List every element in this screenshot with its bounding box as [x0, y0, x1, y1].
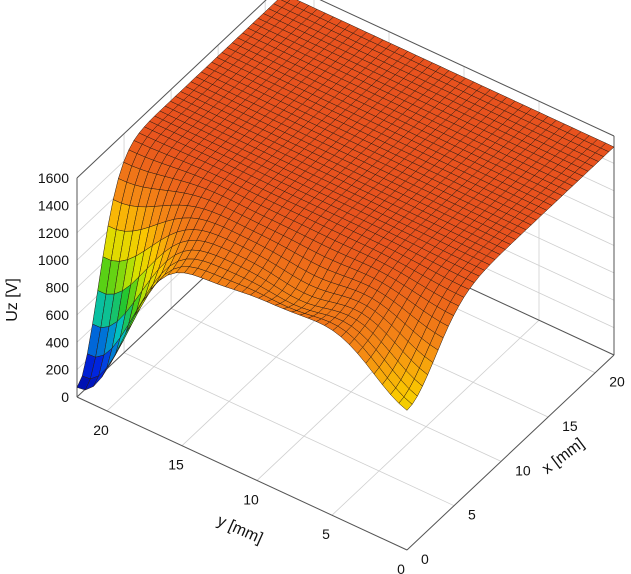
- y-axis-label: y [mm]: [214, 512, 265, 547]
- x-tick-label: 20: [609, 374, 625, 390]
- axis-edge: [406, 354, 615, 551]
- x-tick-label: 5: [468, 507, 476, 523]
- z-tick-label: 1000: [38, 252, 69, 268]
- z-axis-label: Uz [V]: [4, 278, 21, 322]
- surface-mesh: [76, 0, 615, 411]
- axis-edge: [76, 396, 408, 551]
- z-tick-label: 400: [46, 334, 70, 350]
- z-tick-label: 600: [46, 307, 70, 323]
- x-tick-label: 0: [421, 551, 429, 567]
- y-tick-label: 20: [93, 422, 109, 438]
- tick-labels: 0200400600800100012001400160005101520051…: [38, 170, 625, 574]
- z-tick-label: 0: [61, 389, 69, 405]
- z-tick-label: 1600: [38, 170, 69, 186]
- grid-line: [123, 352, 455, 507]
- y-tick-label: 5: [322, 526, 330, 542]
- axis-edge: [319, 0, 615, 137]
- x-tick-label: 15: [562, 418, 578, 434]
- y-tick-label: 15: [168, 457, 184, 473]
- axis-edge: [76, 0, 267, 179]
- z-tick-label: 800: [46, 280, 70, 296]
- z-tick-label: 1400: [38, 197, 69, 213]
- x-tick-label: 10: [515, 462, 531, 478]
- z-tick-label: 1200: [38, 225, 69, 241]
- y-tick-label: 0: [397, 561, 405, 574]
- z-tick-label: 200: [46, 362, 70, 378]
- grid-line: [331, 319, 540, 516]
- x-axis-label: x [mm]: [539, 435, 588, 477]
- surface-patch: [398, 396, 413, 411]
- y-tick-label: 10: [243, 492, 259, 508]
- grid-line: [170, 308, 502, 462]
